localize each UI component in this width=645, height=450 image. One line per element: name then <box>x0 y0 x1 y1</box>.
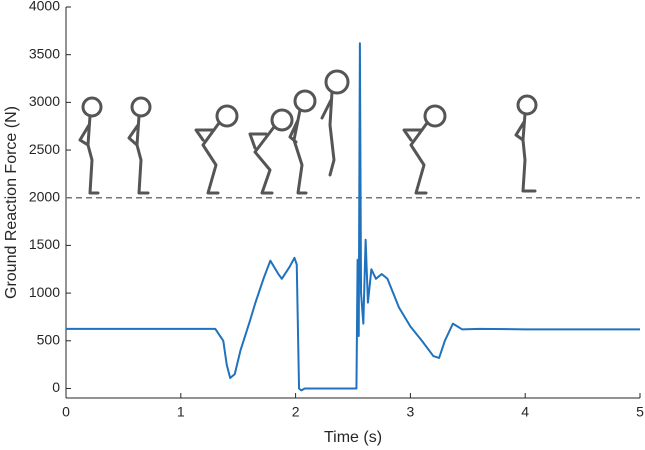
y-tick-label: 2000 <box>29 188 60 204</box>
y-tick-label: 2500 <box>29 141 60 157</box>
stick-figure <box>194 104 239 195</box>
y-tick-label: 3000 <box>29 93 60 109</box>
y-tick-label: 500 <box>37 331 61 347</box>
x-tick-label: 3 <box>407 404 415 420</box>
x-tick-label: 1 <box>177 404 185 420</box>
stick-figure <box>514 94 538 193</box>
stick-figure <box>248 108 294 195</box>
x-tick-label: 2 <box>292 404 300 420</box>
stick-figure <box>127 96 152 195</box>
y-axis-label: Ground Reaction Force (N) <box>3 106 20 299</box>
y-tick-label: 4000 <box>29 0 60 14</box>
y-tick-label: 1500 <box>29 236 60 252</box>
x-tick-label: 5 <box>636 404 644 420</box>
x-tick-label: 0 <box>62 404 70 420</box>
stick-figure <box>78 96 103 195</box>
x-axis-label: Time (s) <box>324 429 382 446</box>
stick-figure <box>288 89 317 195</box>
data-line <box>66 42 640 392</box>
x-tick-label: 4 <box>521 404 529 420</box>
stick-figures <box>78 69 538 195</box>
y-tick-label: 3500 <box>29 45 60 61</box>
stick-figure <box>320 69 350 177</box>
y-tick-label: 0 <box>52 379 60 395</box>
stick-figure <box>402 104 447 195</box>
y-tick-label: 1000 <box>29 284 60 300</box>
